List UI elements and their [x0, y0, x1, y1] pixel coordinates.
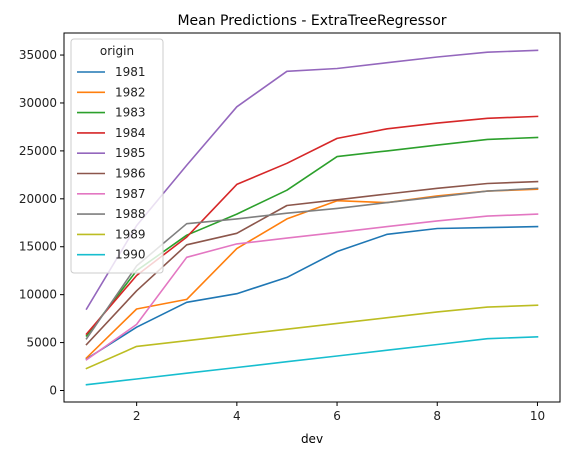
legend-title: origin	[100, 44, 134, 58]
series-line-1987	[85, 213, 539, 361]
x-axis-label: dev	[301, 432, 323, 446]
series-line-1981	[85, 225, 539, 361]
legend-label-1981: 1981	[115, 65, 146, 79]
x-tick-label: 2	[133, 409, 141, 423]
plot-area	[63, 32, 561, 403]
x-tick-label: 10	[530, 409, 545, 423]
legend: origin 198119821983198419851986198719881…	[70, 38, 164, 274]
legend-label-1990: 1990	[115, 248, 146, 262]
y-tick-label: 5000	[26, 336, 57, 350]
x-tick-label: 4	[233, 409, 241, 423]
y-tick-label: 35000	[19, 48, 57, 62]
legend-label-1989: 1989	[115, 227, 146, 241]
y-tick-label: 15000	[19, 240, 57, 254]
y-tick-label: 10000	[19, 288, 57, 302]
legend-label-1988: 1988	[115, 207, 146, 221]
legend-label-1985: 1985	[115, 146, 146, 160]
series-line-1989	[85, 304, 539, 370]
chart-title: Mean Predictions - ExtraTreeRegressor	[177, 13, 446, 29]
x-axis: 2 4 6 8 10	[133, 402, 545, 423]
legend-label-1986: 1986	[115, 167, 146, 181]
y-tick-label: 30000	[19, 96, 57, 110]
y-tick-label: 25000	[19, 144, 57, 158]
legend-label-1987: 1987	[115, 187, 146, 201]
y-tick-label: 0	[49, 383, 57, 397]
legend-items: 1981 1982 1983 1984 1985 1986 1987 1988 1989 1990	[77, 65, 146, 262]
legend-label-1982: 1982	[115, 85, 146, 99]
legend-label-1984: 1984	[115, 126, 146, 140]
y-axis: 0 5000 10000 15000 20000 25000 30000 35000	[19, 48, 64, 397]
x-tick-label: 6	[333, 409, 341, 423]
legend-label-1983: 1983	[115, 106, 146, 120]
y-tick-label: 20000	[19, 192, 57, 206]
x-tick-label: 8	[433, 409, 441, 423]
series-line-1990	[85, 335, 539, 386]
